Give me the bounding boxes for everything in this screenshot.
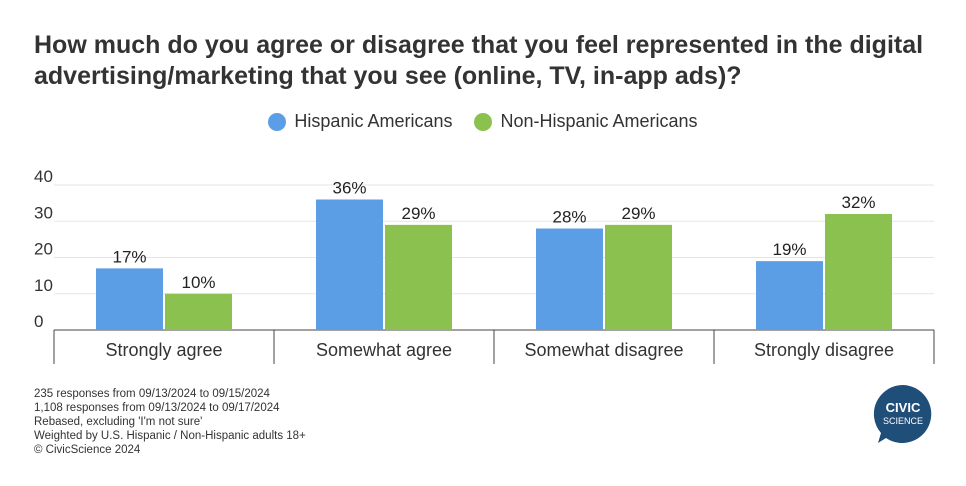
y-tick-label-10: 10 bbox=[34, 276, 53, 295]
logo-text-science: SCIENCE bbox=[883, 416, 923, 426]
civicscience-logo: CIVIC SCIENCE bbox=[873, 384, 932, 443]
legend: Hispanic Americans Non-Hispanic American… bbox=[0, 111, 966, 132]
footnote-rebased: Rebased, excluding 'I'm not sure' bbox=[34, 416, 203, 428]
bar-s1-c2 bbox=[605, 224, 672, 330]
chart-title: How much do you agree or disagree that y… bbox=[34, 31, 924, 90]
bar-s0-c3 bbox=[756, 261, 823, 330]
data-label-s1-c1: 29% bbox=[401, 204, 435, 223]
data-label-s1-c0: 10% bbox=[181, 273, 215, 292]
data-label-s0-c0: 17% bbox=[112, 247, 146, 266]
legend-swatch-non-hispanic bbox=[474, 112, 493, 131]
legend-label-non-hispanic: Non-Hispanic Americans bbox=[500, 111, 698, 131]
data-label-s1-c3: 32% bbox=[841, 193, 875, 212]
bar-s0-c2 bbox=[536, 228, 603, 330]
legend-item-non-hispanic: Non-Hispanic Americans bbox=[474, 111, 698, 132]
logo-text-civic: CIVIC bbox=[886, 400, 921, 415]
bar-s1-c0 bbox=[165, 293, 232, 330]
x-tick-label-2: Somewhat disagree bbox=[524, 340, 683, 360]
footnote-copyright: © CivicScience 2024 bbox=[34, 444, 141, 456]
y-tick-label-40: 40 bbox=[34, 167, 53, 186]
footnote-responses-hispanic: 235 responses from 09/13/2024 to 09/15/2… bbox=[34, 388, 270, 400]
data-label-s0-c2: 28% bbox=[552, 208, 586, 227]
data-label-s1-c2: 29% bbox=[621, 204, 655, 223]
bar-s0-c1 bbox=[316, 199, 383, 330]
legend-swatch-hispanic bbox=[268, 112, 287, 131]
legend-label-hispanic: Hispanic Americans bbox=[294, 111, 453, 131]
y-tick-label-30: 30 bbox=[34, 203, 53, 222]
footnote-weighting: Weighted by U.S. Hispanic / Non-Hispanic… bbox=[34, 430, 306, 442]
y-tick-label-20: 20 bbox=[34, 240, 53, 259]
bar-s1-c3 bbox=[825, 214, 892, 330]
footnote-responses-non-hispanic: 1,108 responses from 09/13/2024 to 09/17… bbox=[34, 402, 280, 414]
bar-s0-c0 bbox=[96, 268, 163, 330]
data-label-s0-c1: 36% bbox=[332, 179, 366, 198]
logo-bubble-icon bbox=[873, 384, 932, 443]
legend-item-hispanic: Hispanic Americans bbox=[268, 111, 452, 132]
x-tick-label-0: Strongly agree bbox=[105, 340, 222, 360]
y-tick-label-0: 0 bbox=[34, 312, 43, 331]
x-tick-label-3: Strongly disagree bbox=[754, 340, 894, 360]
footnotes: 235 responses from 09/13/2024 to 09/15/2… bbox=[34, 387, 306, 457]
bar-chart: 0 10 20 30 40 17% 10% Strongly agree 36% 29% Somew… bbox=[34, 167, 935, 364]
bar-s1-c1 bbox=[385, 224, 452, 330]
x-tick-label-1: Somewhat agree bbox=[316, 340, 452, 360]
data-label-s0-c3: 19% bbox=[772, 240, 806, 259]
